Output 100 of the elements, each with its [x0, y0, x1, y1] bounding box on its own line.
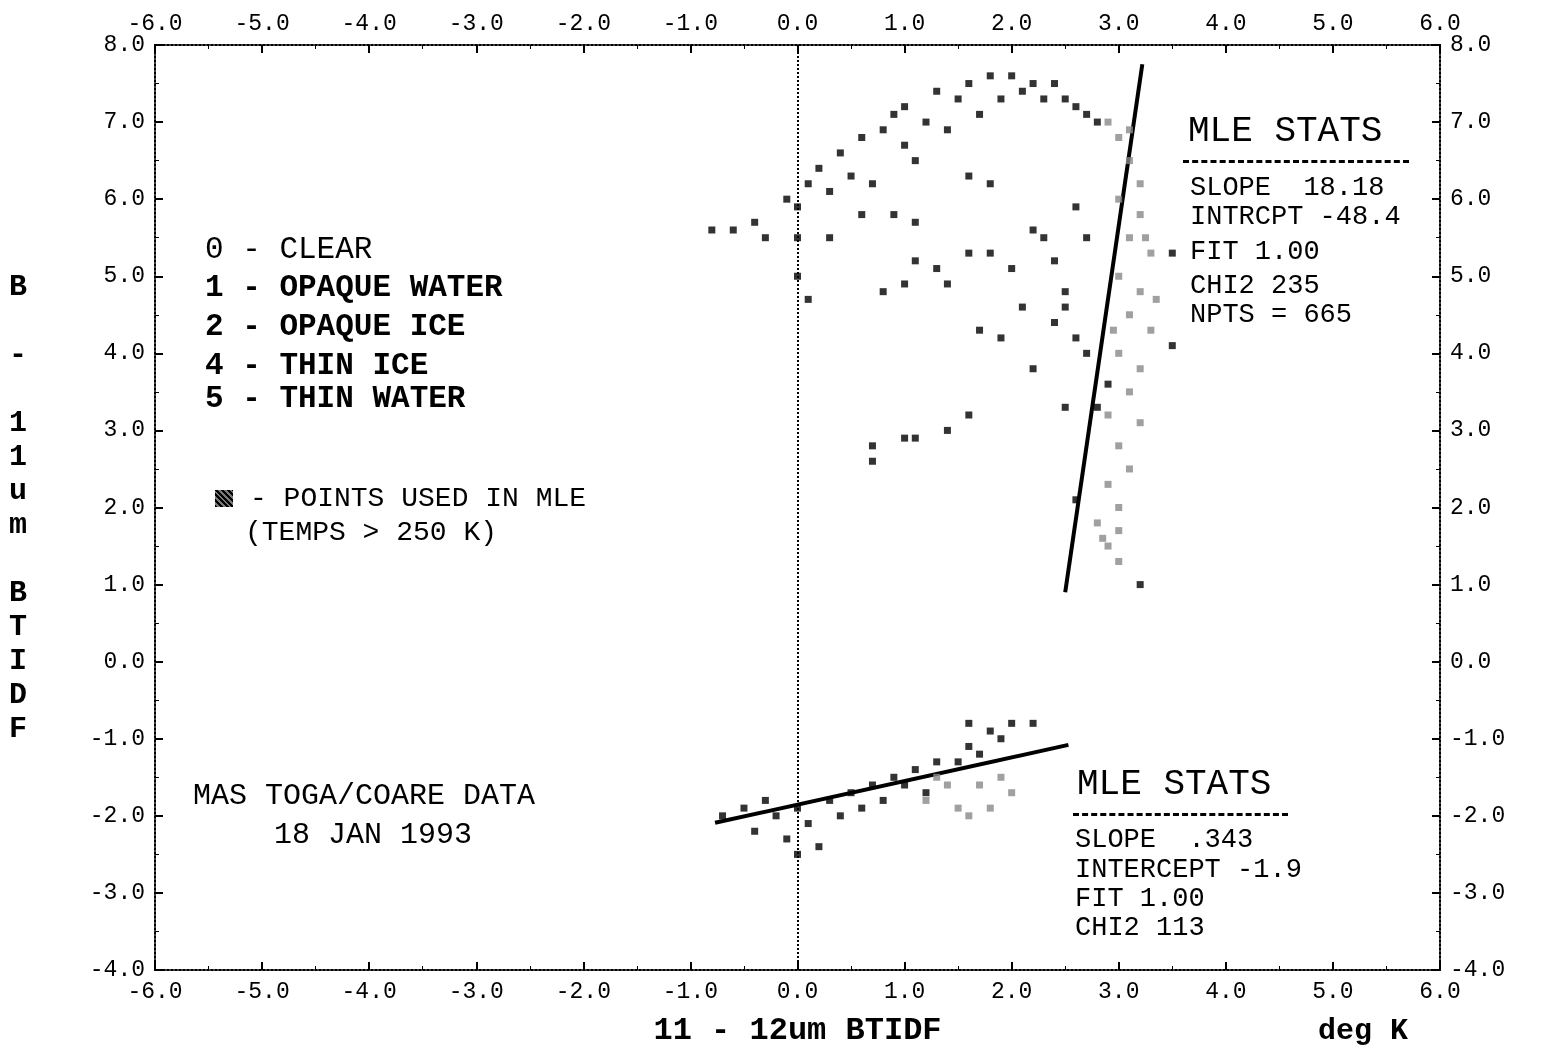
annotation: - POINTS USED IN MLE [250, 482, 587, 514]
point [901, 280, 909, 288]
point [933, 265, 941, 273]
point [1051, 319, 1058, 326]
x2-tick-label: -1.0 [662, 10, 719, 37]
point [1125, 157, 1133, 165]
y2-tick-label: 1.0 [1450, 571, 1492, 598]
y2-tick-label: 0.0 [1450, 648, 1492, 675]
point [986, 249, 994, 257]
point [1125, 388, 1133, 396]
point [997, 773, 1005, 781]
point [826, 187, 834, 195]
x-tick-label: -4.0 [341, 978, 397, 1005]
point [965, 249, 973, 257]
x-tick-label: 3.0 [1098, 978, 1140, 1005]
point [890, 773, 898, 781]
annotation: 1 - OPAQUE WATER [205, 270, 504, 305]
point [890, 110, 898, 118]
x-tick-label: -3.0 [448, 978, 504, 1005]
y2-tick-label: 4.0 [1450, 340, 1492, 367]
point [997, 95, 1005, 103]
x-tick-label: -2.0 [555, 978, 611, 1005]
point [986, 180, 994, 188]
x2-tick-label: 1.0 [883, 10, 926, 37]
point [879, 126, 887, 134]
point [751, 218, 759, 226]
y2-tick-label: 5.0 [1450, 263, 1492, 290]
point [1136, 180, 1144, 188]
y-tick-label: -2.0 [89, 802, 145, 829]
point [1104, 411, 1112, 419]
x2-tick-label: 0.0 [776, 10, 819, 37]
point [943, 280, 951, 288]
annotation: NPTS = 665 [1190, 299, 1353, 330]
x2-tick-label: -4.0 [341, 10, 397, 37]
point [858, 134, 866, 141]
y2-tick-label: 6.0 [1450, 186, 1492, 213]
point [1008, 72, 1016, 80]
point [879, 288, 887, 296]
annotation: MLE STATS [1077, 763, 1272, 805]
point [1115, 195, 1123, 203]
point [901, 781, 909, 789]
point [708, 226, 716, 234]
point [858, 804, 866, 812]
annotation: SLOPE 18.18 [1190, 172, 1385, 203]
text: B - 11um BTIDF [8, 269, 27, 746]
x-tick-label: 1.0 [883, 978, 926, 1005]
point [868, 442, 876, 450]
point [965, 719, 973, 727]
x-tick-label: 4.0 [1205, 978, 1247, 1005]
point [1115, 134, 1123, 141]
annotation: MLE STATS [1188, 110, 1383, 152]
y-tick-label: 0.0 [103, 648, 145, 675]
x2-tick-label: -5.0 [234, 10, 290, 37]
point [761, 234, 769, 242]
point [1061, 403, 1069, 411]
point [911, 434, 919, 442]
y-tick-label: 4.0 [103, 340, 145, 367]
point [804, 820, 812, 828]
point [1104, 542, 1112, 550]
point [965, 411, 973, 419]
point [901, 141, 909, 149]
point [1125, 126, 1133, 134]
point [1029, 365, 1037, 373]
point [1125, 311, 1133, 319]
x2-tick-label: -3.0 [448, 10, 504, 37]
point [911, 157, 919, 165]
point [815, 164, 823, 172]
x2-tick-label: -2.0 [555, 10, 611, 37]
x-axis-title: 11 - 12um BTIDF [653, 1011, 942, 1049]
point [1018, 303, 1026, 311]
point [1147, 249, 1155, 257]
point [943, 126, 951, 134]
point [911, 257, 919, 265]
point [1136, 581, 1144, 589]
point [1029, 226, 1037, 234]
point [1051, 257, 1058, 265]
y-tick-label: 8.0 [103, 32, 145, 58]
point [922, 118, 930, 126]
point [1142, 234, 1150, 242]
point [1051, 80, 1058, 88]
point [986, 72, 994, 80]
point [1115, 557, 1123, 565]
point [1104, 480, 1112, 488]
point [943, 426, 951, 434]
point [933, 87, 941, 95]
point [997, 334, 1005, 342]
x-tick-label: 2.0 [990, 978, 1033, 1005]
y-tick-label: 7.0 [103, 109, 145, 136]
point [1072, 103, 1080, 111]
annotation: CHI2 113 [1075, 912, 1205, 943]
annotation: SLOPE .343 [1075, 824, 1254, 855]
annotation: 2 - OPAQUE ICE [205, 309, 466, 344]
x2-tick-label: 4.0 [1205, 10, 1247, 37]
point [719, 812, 727, 820]
point [1008, 719, 1016, 727]
point [1093, 519, 1101, 527]
point [1040, 234, 1048, 242]
point [826, 234, 834, 242]
point [1029, 719, 1037, 727]
point [976, 110, 984, 118]
